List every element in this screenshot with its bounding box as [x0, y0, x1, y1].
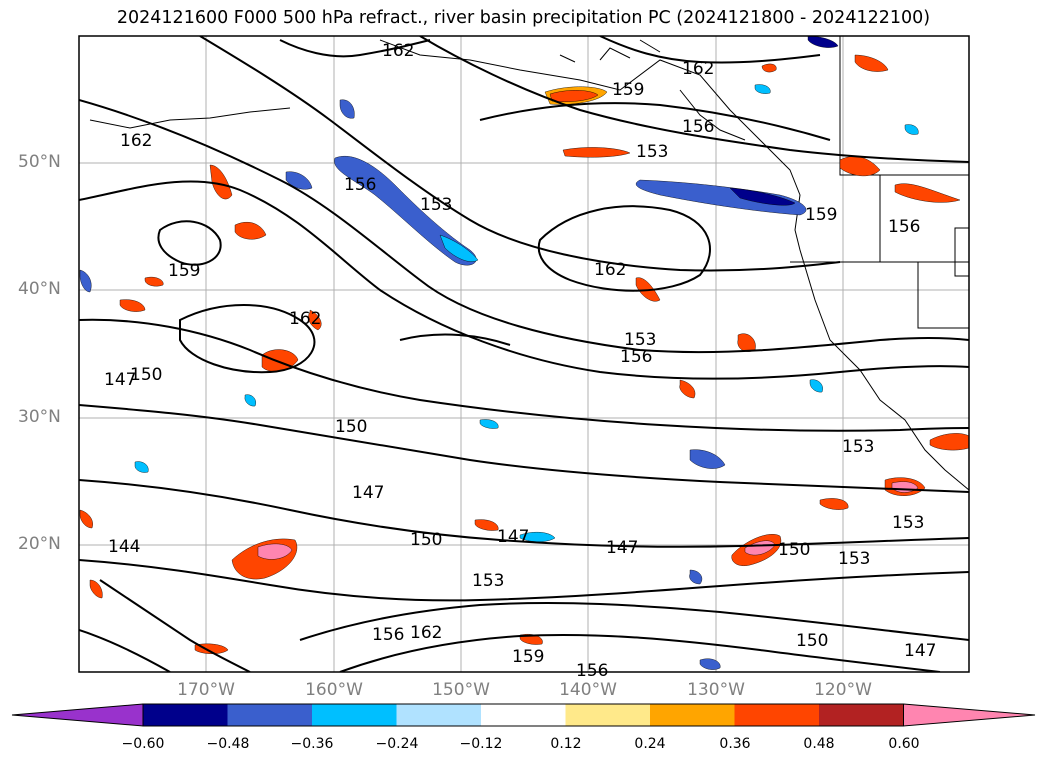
contour-label: 162	[410, 623, 442, 643]
contour-label: 150	[796, 631, 828, 651]
contour-label: 153	[842, 437, 874, 457]
lon-label: 170°W	[177, 680, 235, 700]
contour-label: 153	[472, 571, 504, 591]
contour-label: 162	[289, 309, 321, 329]
colorbar-segment	[143, 704, 228, 726]
contour-label: 156	[620, 347, 652, 367]
map-title: 2024121600 F000 500 hPa refract., river …	[116, 8, 931, 28]
colorbar-segment	[396, 704, 482, 726]
contour-label: 153	[636, 142, 668, 162]
colorbar-tick-label: 0.24	[634, 736, 666, 752]
contour-value-labels: 162 162 159 156 162 153 156 153 159 156 …	[104, 41, 936, 681]
contour-label: 150	[410, 530, 442, 550]
contour-label: 153	[838, 549, 870, 569]
colorbar-tick-label: −0.36	[290, 736, 334, 752]
colorbar-segment	[565, 704, 651, 726]
lon-label: 150°W	[432, 680, 490, 700]
colorbar-segment	[819, 704, 904, 726]
contour-label: 159	[168, 261, 200, 281]
colorbar-tick-label: 0.12	[550, 736, 582, 752]
contour-label: 156	[372, 625, 404, 645]
colorbar-segment	[650, 704, 735, 726]
colorbar-segment	[734, 704, 820, 726]
colorbar-tick-label: −0.60	[121, 736, 165, 752]
lat-label: 40°N	[18, 279, 61, 299]
colorbar-segment	[481, 704, 566, 726]
colorbar-tick-label: −0.12	[459, 736, 503, 752]
colorbar-segment	[227, 704, 313, 726]
contour-label: 144	[108, 537, 140, 557]
contour-label: 147	[497, 527, 529, 547]
contour-label: 162	[682, 59, 714, 79]
contour-label: 162	[382, 41, 414, 61]
contour-lines	[79, 36, 969, 672]
colorbar-extend-min	[11, 703, 144, 727]
contour-label: 150	[335, 417, 367, 437]
colorbar-tick-label: 0.60	[888, 736, 920, 752]
contour-label: 162	[120, 131, 152, 151]
colorbar-extend-max	[903, 703, 1036, 727]
coastlines	[89, 36, 969, 491]
contour-label: 156	[344, 175, 376, 195]
contour-label: 147	[606, 538, 638, 558]
contour-label: 153	[624, 330, 656, 350]
contour-label: 153	[420, 195, 452, 215]
contour-label: 162	[594, 260, 626, 280]
colorbar-outline	[142, 703, 904, 727]
lat-label: 50°N	[18, 152, 61, 172]
contour-label: 153	[892, 513, 924, 533]
lat-label: 30°N	[18, 407, 61, 427]
colorbar	[11, 703, 1036, 727]
contour-label: 159	[512, 647, 544, 667]
lon-label: 120°W	[814, 680, 872, 700]
contour-label: 150	[778, 540, 810, 560]
contour-label: 156	[576, 661, 608, 681]
lon-label: 160°W	[305, 680, 363, 700]
colorbar-tick-label: 0.48	[803, 736, 835, 752]
map-frame	[78, 35, 970, 673]
lon-label: 140°W	[559, 680, 617, 700]
contour-label: 150	[130, 365, 162, 385]
colorbar-tick-label: 0.36	[719, 736, 751, 752]
lon-label: 130°W	[687, 680, 745, 700]
contour-label: 159	[805, 205, 837, 225]
lat-label: 20°N	[18, 534, 61, 554]
colorbar-tick-label: −0.24	[375, 736, 419, 752]
contour-label: 156	[682, 117, 714, 137]
contour-label: 147	[904, 641, 936, 661]
contour-label: 156	[888, 217, 920, 237]
precip-shading	[79, 36, 969, 670]
contour-label: 147	[352, 483, 384, 503]
contour-label: 147	[104, 370, 136, 390]
colorbar-segment	[312, 704, 397, 726]
gridlines	[79, 36, 969, 672]
contour-label: 159	[612, 80, 644, 100]
colorbar-tick-label: −0.48	[206, 736, 250, 752]
